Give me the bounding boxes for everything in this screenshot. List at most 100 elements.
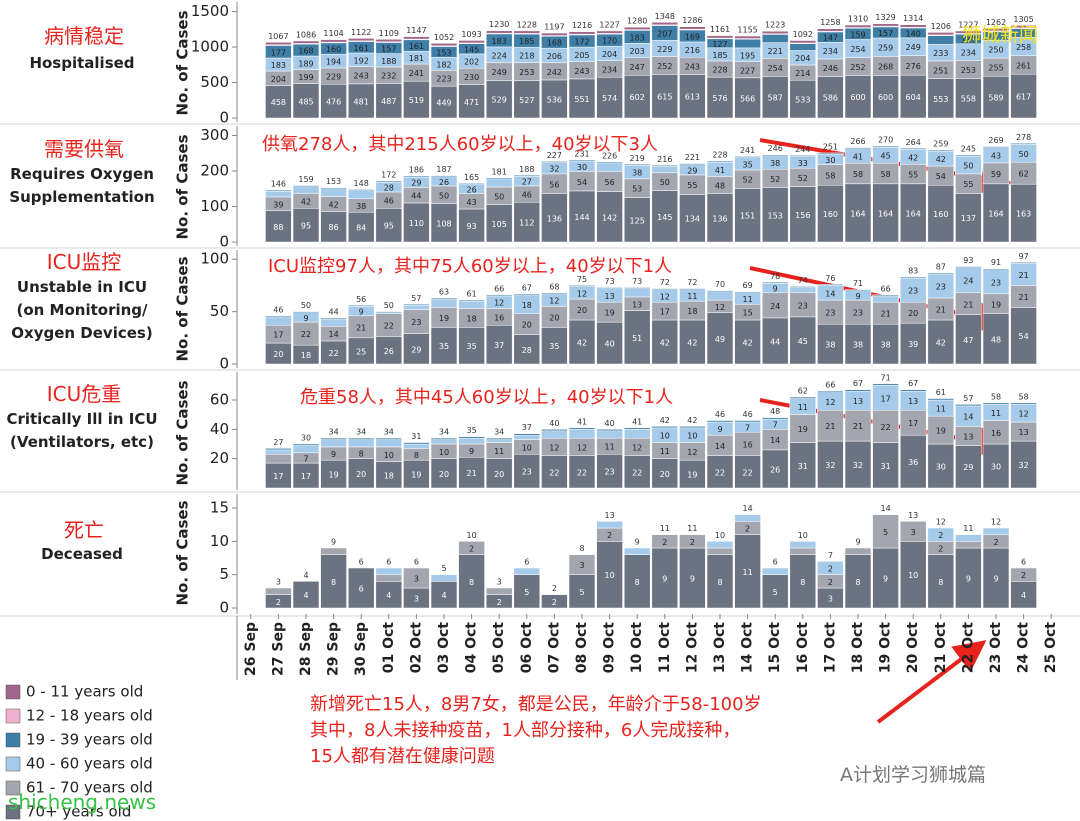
bar-segment xyxy=(265,42,292,46)
total-label: 74 xyxy=(798,276,808,285)
total-label: 50 xyxy=(384,301,394,310)
legend-label: 70+ years old xyxy=(26,803,131,821)
segment-label: 558 xyxy=(961,95,976,104)
bar-segment xyxy=(403,333,430,365)
segment-label: 183 xyxy=(492,37,507,46)
segment-label: 19 xyxy=(605,309,615,318)
bar-segment xyxy=(265,210,292,243)
bar-segment xyxy=(927,554,955,609)
bar-segment xyxy=(292,443,320,446)
segment-label: 2 xyxy=(497,598,502,607)
segment-label: 22 xyxy=(632,468,642,477)
segment-label: 529 xyxy=(492,96,507,105)
bar-segment xyxy=(513,175,541,177)
segment-label: 151 xyxy=(740,212,755,221)
note: 新增死亡15人，8男7女，都是公民，年龄介于58-100岁 xyxy=(310,694,762,715)
bar-segment xyxy=(899,74,927,119)
total-label: 1227 xyxy=(958,20,978,29)
annotation: 危重58人，其中45人60岁以上，40岁以下1人 xyxy=(300,387,674,408)
segment-label: 140 xyxy=(906,29,921,38)
x-tick-label: 04 Oct xyxy=(464,622,480,674)
bar-segment xyxy=(541,594,568,609)
bar-segment xyxy=(651,22,679,26)
total-label: 72 xyxy=(687,278,697,287)
segment-label: 23 xyxy=(798,301,808,310)
segment-label: 2 xyxy=(938,531,943,540)
segment-label: 586 xyxy=(823,94,838,103)
total-label: 264 xyxy=(906,138,921,147)
bar-segment xyxy=(513,334,541,365)
total-label: 1109 xyxy=(379,29,399,38)
bar-segment xyxy=(485,439,513,443)
y-tick-label: 200 xyxy=(200,162,229,180)
bar-segment xyxy=(513,567,541,575)
segment-label: 234 xyxy=(823,47,838,56)
total-label: 42 xyxy=(660,416,670,425)
bar-segment xyxy=(347,458,375,489)
total-label: 1310 xyxy=(848,15,868,24)
y-tick-label: 1500 xyxy=(191,2,229,20)
segment-label: 35 xyxy=(439,342,449,351)
segment-label: 14 xyxy=(329,330,339,339)
segment-label: 21 xyxy=(467,469,477,478)
segment-label: 11 xyxy=(798,403,808,412)
bar-segment xyxy=(623,427,651,430)
total-label: 27 xyxy=(273,438,283,447)
bar-segment xyxy=(761,154,789,157)
bar-segment xyxy=(485,30,513,34)
bar-segment xyxy=(734,38,761,49)
bar-segment xyxy=(899,322,927,365)
x-tick-label: 25 Oct xyxy=(1043,622,1059,674)
bar-segment xyxy=(927,35,955,45)
legend-swatch xyxy=(5,684,21,700)
bar-segment xyxy=(927,78,955,119)
bar-segment xyxy=(292,40,320,44)
x-tick-label: 16 Oct xyxy=(795,622,811,674)
total-label: 10 xyxy=(798,531,808,540)
bar-segment xyxy=(320,39,347,43)
annotation: ICU监控97人，其中75人60岁以上，40岁以下1人 xyxy=(268,256,673,277)
bar-segment xyxy=(347,83,375,119)
segment-label: 51 xyxy=(632,334,642,343)
segment-label: 163 xyxy=(1016,210,1031,219)
total-label: 44 xyxy=(329,307,339,316)
segment-label: 30 xyxy=(825,156,835,165)
segment-label: 59 xyxy=(991,170,1001,179)
total-label: 69 xyxy=(743,281,753,290)
segment-label: 600 xyxy=(878,93,893,102)
segment-label: 252 xyxy=(850,63,865,72)
total-label: 62 xyxy=(798,387,808,396)
segment-label: 53 xyxy=(632,185,642,194)
segment-label: 13 xyxy=(908,397,918,406)
bar-segment xyxy=(872,547,899,609)
segment-label: 52 xyxy=(798,174,808,183)
total-label: 188 xyxy=(519,165,534,174)
bar-segment xyxy=(706,160,734,163)
bar-segment xyxy=(458,300,485,309)
segment-label: 485 xyxy=(298,97,313,106)
total-label: 1197 xyxy=(544,23,564,32)
bar-segment xyxy=(568,78,596,119)
segment-label: 29 xyxy=(687,166,697,175)
total-label: 83 xyxy=(908,267,918,276)
bar-segment xyxy=(789,287,817,294)
total-label: 227 xyxy=(547,151,562,160)
total-label: 3 xyxy=(497,578,502,587)
segment-label: 23 xyxy=(522,468,532,477)
segment-label: 49 xyxy=(715,335,725,344)
bar-segment xyxy=(292,311,320,313)
segment-label: 21 xyxy=(881,310,891,319)
total-label: 9 xyxy=(331,538,336,547)
total-label: 278 xyxy=(1016,133,1031,142)
total-label: 6 xyxy=(1021,558,1026,567)
segment-label: 12 xyxy=(494,299,504,308)
segment-label: 249 xyxy=(906,43,921,52)
segment-label: 18 xyxy=(384,471,394,480)
watermark: shicheng.news xyxy=(8,790,157,814)
bar-segment xyxy=(706,193,734,243)
segment-label: 536 xyxy=(547,95,562,104)
y-tick-label: 0 xyxy=(219,233,229,251)
bar-segment xyxy=(789,286,817,288)
total-label: 165 xyxy=(464,173,479,182)
total-label: 46 xyxy=(273,305,283,314)
